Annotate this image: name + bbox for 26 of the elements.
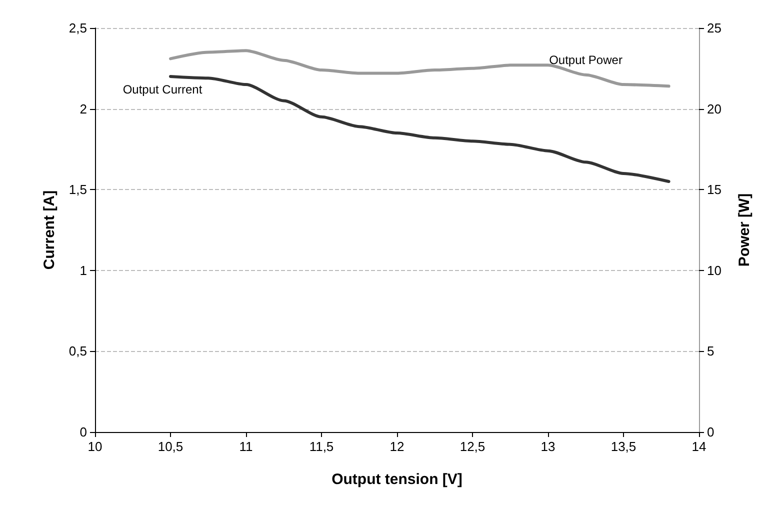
x-axis-title: Output tension [V]	[332, 471, 462, 488]
y-tick-label: 2	[80, 101, 87, 116]
y-tick-label: 0,5	[68, 344, 87, 359]
y2-tick-label: 25	[707, 20, 722, 36]
x-tick-label: 13,5	[610, 439, 636, 454]
y-tick-label: 1	[80, 262, 87, 278]
x-tick-label: 13	[540, 439, 556, 454]
x-tick-label: 11,5	[309, 439, 334, 454]
x-tick-label: 12,5	[460, 439, 486, 454]
x-tick-label: 12	[390, 439, 404, 454]
y2-tick-label: 0	[707, 424, 714, 440]
x-tick-label: 10	[88, 439, 102, 454]
y2-tick-label: 15	[707, 182, 722, 198]
y-tick-label: 1,5	[68, 182, 87, 198]
y2-tick-label: 10	[707, 262, 722, 278]
x-tick-label: 14	[692, 439, 706, 454]
y2-tick-label: 5	[707, 344, 714, 359]
y-axis-title: Current [A]	[41, 190, 58, 270]
series-label: Output Current	[122, 82, 203, 96]
y2-tick-label: 20	[707, 101, 722, 116]
x-tick-label: 11	[239, 439, 253, 454]
series-label: Output Power	[549, 52, 622, 67]
x-tick-label: 10,5	[158, 439, 184, 454]
y2-axis-title: Power [W]	[736, 193, 753, 267]
y-tick-label: 2,5	[68, 20, 87, 36]
y-tick-label: 0	[80, 424, 87, 440]
